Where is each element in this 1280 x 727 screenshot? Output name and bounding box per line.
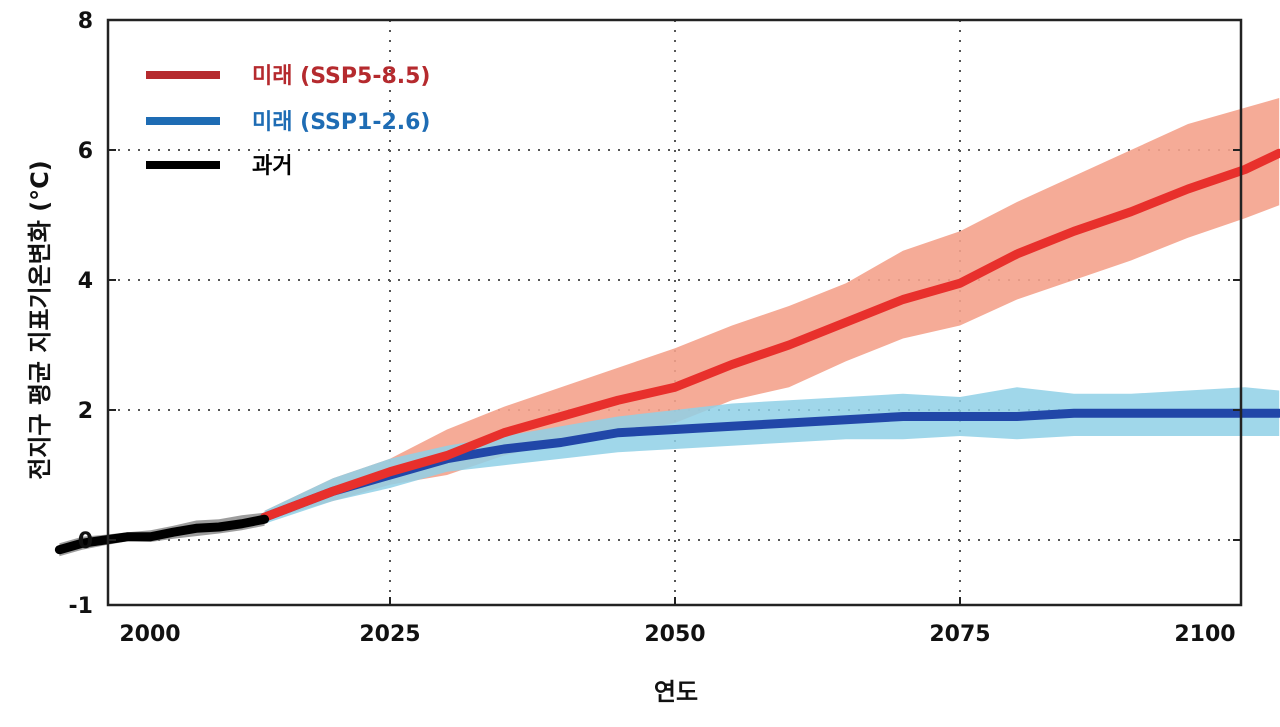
uncertainty-bands [59,98,1280,557]
x-tick-label: 2025 [359,622,420,647]
y-axis-title: 전지구 평균 지표기온변화 (°C) [26,160,54,480]
uncertainty-band-1 [264,387,1280,524]
series-line-2 [54,514,270,555]
x-tick-label: 2075 [929,622,990,647]
y-tick-label: 8 [78,9,93,34]
y-axis-ticks: -1 0 2 4 6 8 [69,9,1241,619]
y-tick-label: 0 [78,529,93,554]
legend-label-2: 과거 [252,154,292,179]
legend-label-0: 미래 (SSP5-8.5) [252,64,431,89]
y-tick-label: -1 [69,594,93,619]
y-tick-label: 2 [78,399,93,424]
y-tick-label: 6 [78,139,93,164]
series-lines [54,148,1280,555]
x-tick-label: 2000 [119,622,180,647]
x-tick-label: 2100 [1174,622,1235,647]
x-tick-label: 2050 [644,622,705,647]
x-axis-title: 연도 [654,678,698,706]
legend: 미래 (SSP5-8.5) 미래 (SSP1-2.6) 과거 [146,64,431,179]
x-axis-ticks: 2000 2025 2050 2075 2100 [119,597,1236,647]
legend-label-1: 미래 (SSP1-2.6) [252,110,431,135]
y-tick-label: 4 [78,269,93,294]
uncertainty-band-0 [264,98,1280,521]
